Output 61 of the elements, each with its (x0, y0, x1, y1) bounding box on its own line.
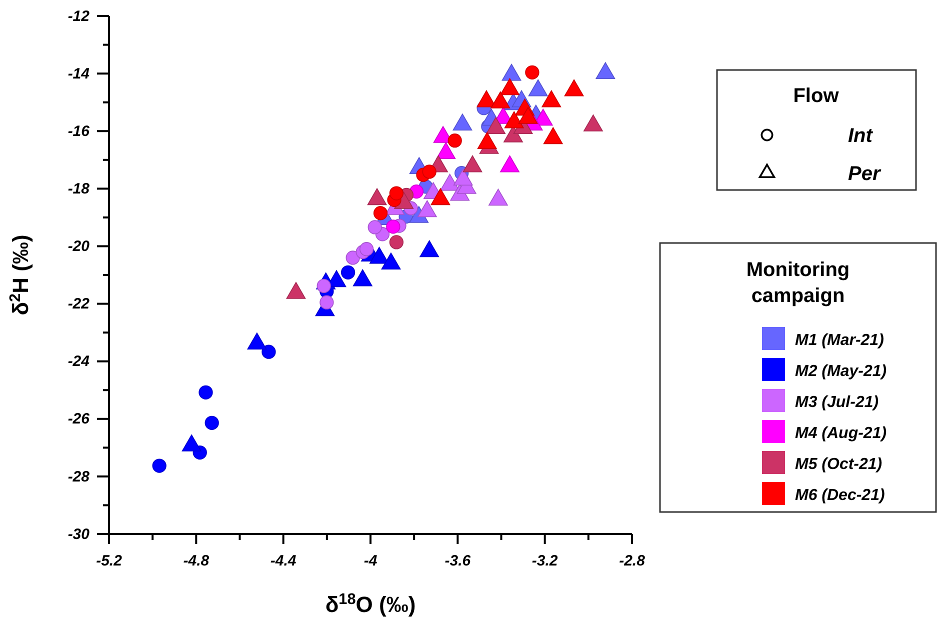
point (453, 168, 473, 186)
point (584, 114, 603, 132)
x-tick-label: -4.4 (270, 552, 297, 570)
legend-label: M1 (Mar-21) (795, 332, 884, 349)
y-tick-label: -16 (68, 122, 90, 140)
point (370, 246, 389, 264)
legend-label: M6 (Dec-21) (795, 487, 885, 504)
legend-label: M3 (Jul-21) (795, 394, 879, 411)
point (596, 62, 616, 80)
point (430, 188, 450, 206)
x-tick-label: -5.2 (96, 552, 123, 570)
point (286, 282, 306, 299)
x-tick-label: -4.8 (183, 552, 210, 570)
x-tick-label: -3.2 (532, 552, 558, 570)
point (367, 188, 387, 206)
x-tick-label: -2.8 (619, 552, 646, 570)
y-tick-label: -26 (68, 410, 90, 428)
legend-label: M5 (Oct-21) (795, 456, 882, 473)
y-tick-label: -30 (68, 526, 90, 543)
y-tick-label: -24 (68, 353, 90, 370)
point (500, 78, 520, 96)
point (452, 114, 472, 131)
point (462, 155, 482, 172)
point (500, 155, 520, 172)
point (381, 252, 401, 270)
text: Int (848, 125, 874, 147)
point (436, 142, 456, 160)
text: Flow (793, 85, 840, 107)
point (486, 117, 506, 134)
point (352, 269, 372, 286)
point (417, 200, 437, 218)
point (543, 127, 563, 144)
point (488, 188, 508, 206)
x-tick-label: -3.6 (444, 552, 472, 570)
y-tick-label: -14 (68, 65, 90, 82)
y-tick-label: -28 (68, 468, 90, 486)
point (504, 111, 524, 128)
point (152, 458, 166, 473)
x-tick-label: -4 (364, 552, 378, 570)
point (564, 79, 584, 96)
legend-title: Monitoring campaign (746, 259, 850, 307)
point (198, 385, 213, 400)
y-tick-label: -20 (68, 238, 90, 256)
x-axis-title: δ$^{18}$O (‰) (325, 590, 416, 617)
point (247, 332, 267, 350)
point (542, 90, 562, 108)
point (420, 240, 440, 258)
point (502, 64, 522, 81)
point (490, 91, 510, 108)
point (528, 79, 548, 96)
y-tick-label: -22 (68, 296, 90, 313)
legend-label: M4 (Aug-21) (795, 425, 887, 442)
point (440, 174, 460, 191)
legend-label: M2 (May-21) (795, 363, 887, 380)
point (204, 416, 219, 430)
point (262, 344, 276, 359)
text: Per (848, 163, 882, 185)
y-tick-label: -12 (68, 8, 90, 25)
point (518, 107, 538, 124)
point (477, 132, 497, 149)
y-tick-label: -18 (68, 180, 90, 198)
